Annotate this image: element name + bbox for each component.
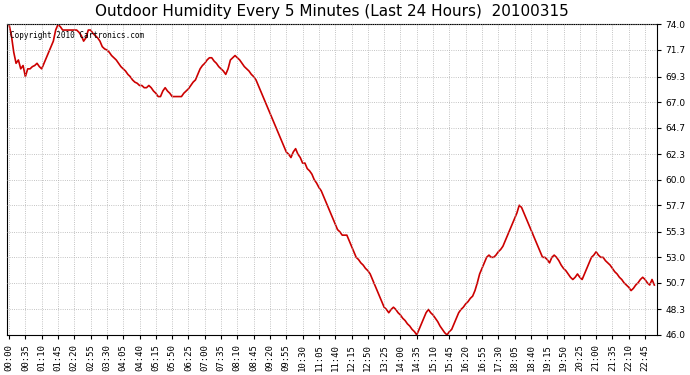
Text: Copyright 2010 Cartronics.com: Copyright 2010 Cartronics.com bbox=[10, 31, 144, 40]
Title: Outdoor Humidity Every 5 Minutes (Last 24 Hours)  20100315: Outdoor Humidity Every 5 Minutes (Last 2… bbox=[95, 4, 569, 19]
